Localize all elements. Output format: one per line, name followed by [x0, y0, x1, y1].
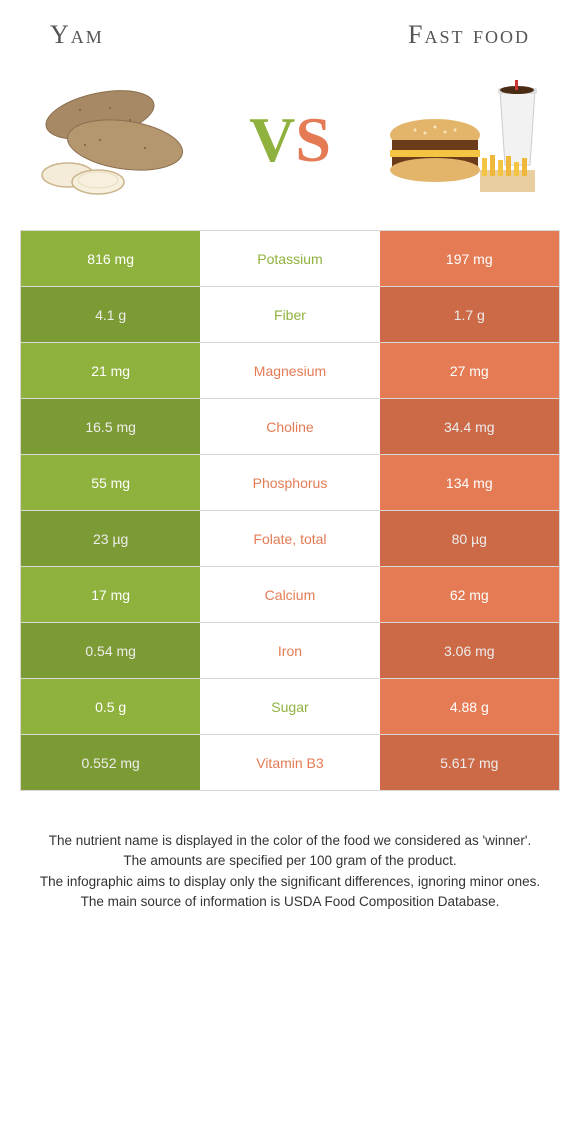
left-value: 21 mg — [21, 343, 200, 398]
header: Yam Fast food — [0, 0, 580, 60]
right-value: 197 mg — [380, 231, 559, 286]
right-value: 3.06 mg — [380, 623, 559, 678]
footer-line-3: The infographic aims to display only the… — [30, 872, 550, 892]
nutrient-row: 0.54 mgIron3.06 mg — [21, 622, 559, 678]
vs-v-letter: V — [249, 103, 295, 177]
right-value: 34.4 mg — [380, 399, 559, 454]
nutrient-table: 816 mgPotassium197 mg4.1 gFiber1.7 g21 m… — [20, 230, 560, 791]
nutrient-row: 0.552 mgVitamin B35.617 mg — [21, 734, 559, 790]
nutrient-label: Phosphorus — [200, 455, 379, 510]
hero-row: VS — [0, 60, 580, 230]
nutrient-label: Magnesium — [200, 343, 379, 398]
nutrient-label: Choline — [200, 399, 379, 454]
footer-line-1: The nutrient name is displayed in the co… — [30, 831, 550, 851]
right-food-title: Fast food — [408, 20, 530, 50]
left-value: 16.5 mg — [21, 399, 200, 454]
right-value: 1.7 g — [380, 287, 559, 342]
nutrient-label: Vitamin B3 — [200, 735, 379, 790]
nutrient-label: Sugar — [200, 679, 379, 734]
nutrient-row: 0.5 gSugar4.88 g — [21, 678, 559, 734]
fast-food-image — [380, 80, 550, 200]
vs-s-letter: S — [295, 103, 331, 177]
nutrient-row: 23 µgFolate, total80 µg — [21, 510, 559, 566]
nutrient-label: Fiber — [200, 287, 379, 342]
right-value: 62 mg — [380, 567, 559, 622]
nutrient-row: 21 mgMagnesium27 mg — [21, 342, 559, 398]
nutrient-label: Potassium — [200, 231, 379, 286]
left-value: 55 mg — [21, 455, 200, 510]
left-value: 0.54 mg — [21, 623, 200, 678]
right-value: 5.617 mg — [380, 735, 559, 790]
left-value: 4.1 g — [21, 287, 200, 342]
left-value: 17 mg — [21, 567, 200, 622]
left-value: 816 mg — [21, 231, 200, 286]
left-value: 0.552 mg — [21, 735, 200, 790]
footer-notes: The nutrient name is displayed in the co… — [0, 791, 580, 932]
footer-line-4: The main source of information is USDA F… — [30, 892, 550, 912]
left-food-title: Yam — [50, 20, 104, 50]
right-value: 134 mg — [380, 455, 559, 510]
left-value: 0.5 g — [21, 679, 200, 734]
right-value: 80 µg — [380, 511, 559, 566]
right-value: 27 mg — [380, 343, 559, 398]
footer-line-2: The amounts are specified per 100 gram o… — [30, 851, 550, 871]
nutrient-row: 17 mgCalcium62 mg — [21, 566, 559, 622]
yam-image — [30, 80, 200, 200]
right-value: 4.88 g — [380, 679, 559, 734]
nutrient-label: Folate, total — [200, 511, 379, 566]
nutrient-label: Calcium — [200, 567, 379, 622]
nutrient-row: 16.5 mgCholine34.4 mg — [21, 398, 559, 454]
nutrient-row: 55 mgPhosphorus134 mg — [21, 454, 559, 510]
vs-label: VS — [249, 103, 331, 177]
left-value: 23 µg — [21, 511, 200, 566]
nutrient-row: 816 mgPotassium197 mg — [21, 230, 559, 286]
nutrient-row: 4.1 gFiber1.7 g — [21, 286, 559, 342]
nutrient-label: Iron — [200, 623, 379, 678]
